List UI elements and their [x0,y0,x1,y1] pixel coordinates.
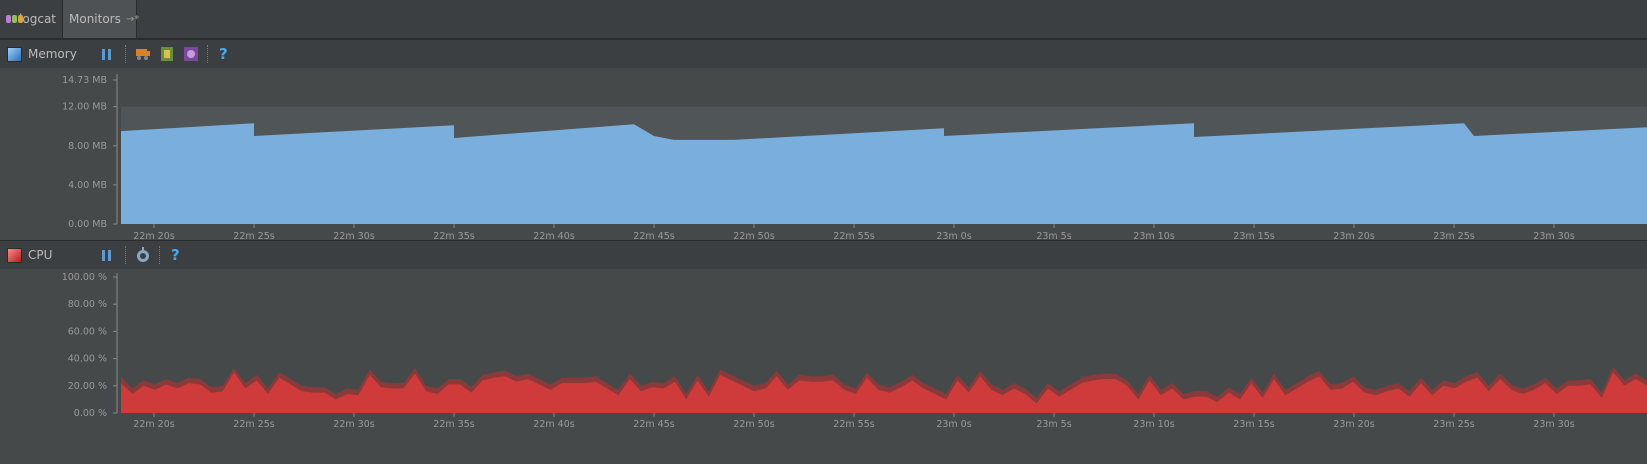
y-tick-label: 0.00 % [74,408,107,419]
x-tick-label: 23m 15s [1233,231,1274,240]
x-tick-label: 22m 25s [233,231,274,240]
toolbar-separator [125,246,127,264]
x-tick-label: 23m 20s [1333,419,1374,430]
memory-monitor-icon [7,46,22,62]
x-tick-label: 23m 20s [1333,231,1374,240]
x-tick-label: 22m 55s [833,419,874,430]
y-tick-label: 14.73 MB [62,75,107,86]
x-tick-label: 22m 35s [433,231,474,240]
x-tick-label: 22m 40s [533,419,574,430]
x-tick-label: 23m 0s [936,419,971,430]
dump-java-heap-icon[interactable] [159,46,175,62]
cpu-chart-svg: 100.00 % 80.00 % 60.00 % 40.00 % 20.00 % 0.00… [62,272,1647,430]
x-tick-label: 22m 20s [133,231,174,240]
x-tick-label: 22m 55s [833,231,874,240]
x-tick-label: 23m 30s [1533,231,1574,240]
tab-logcat[interactable]: logcat [0,0,62,38]
x-tick-label: 22m 45s [633,419,674,430]
tab-label: Monitors [69,12,121,26]
pause-icon[interactable] [102,48,111,60]
x-tick-label: 22m 30s [333,419,374,430]
help-icon[interactable]: ? [171,246,180,264]
x-tick-label: 22m 50s [733,231,774,240]
method-tracing-icon[interactable] [135,247,151,263]
x-tick-label: 23m 15s [1233,419,1274,430]
memory-used-area [121,123,1647,224]
x-tick-label: 23m 25s [1433,231,1474,240]
x-tick-label: 23m 30s [1533,419,1574,430]
android-icon [6,13,23,25]
x-tick-label: 22m 45s [633,231,674,240]
x-tick-label: 23m 5s [1036,419,1071,430]
memory-chart: 14.73 MB 12.00 MB 8.00 MB 4.00 MB 0.00 MB 22m… [0,68,1647,240]
x-tick-label: 23m 25s [1433,419,1474,430]
allocation-tracker-icon[interactable] [183,46,199,62]
tab-label: logcat [19,12,56,26]
cpu-monitor-header: CPU ? [0,240,1647,269]
memory-monitor-header: Memory ? [0,39,1647,68]
x-tick-label: 22m 30s [333,231,374,240]
memory-monitor-title: Memory [28,47,77,61]
y-tick-label: 8.00 MB [68,141,107,152]
cpu-chart: 100.00 % 80.00 % 60.00 % 40.00 % 20.00 % 0.00… [0,269,1647,464]
cpu-monitor-icon [7,247,22,263]
y-tick-label: 40.00 % [68,354,107,365]
y-tick-label: 20.00 % [68,381,107,392]
tab-monitors[interactable]: Monitors →* [62,0,140,38]
x-tick-label: 23m 10s [1133,231,1174,240]
x-tick-label: 22m 35s [433,419,474,430]
cpu-usage-area [121,372,1647,413]
initiate-gc-icon[interactable] [135,46,151,62]
y-tick-label: 4.00 MB [68,180,107,191]
x-tick-label: 23m 5s [1036,231,1071,240]
help-icon[interactable]: ? [219,45,228,63]
x-tick-label: 22m 50s [733,419,774,430]
y-tick-label: 0.00 MB [68,219,107,230]
x-tick-label: 23m 0s [936,231,971,240]
memory-chart-svg: 14.73 MB 12.00 MB 8.00 MB 4.00 MB 0.00 MB 22m… [62,74,1647,240]
y-tick-label: 100.00 % [62,272,107,283]
tool-window-tab-bar: logcat Monitors →* [0,0,1647,39]
pause-icon[interactable] [102,249,111,261]
x-tick-label: 22m 25s [233,419,274,430]
x-tick-label: 23m 10s [1133,419,1174,430]
toolbar-separator [207,45,209,63]
pin-icon[interactable]: →* [125,13,140,25]
cpu-monitor-title: CPU [28,248,53,262]
x-tick-label: 22m 40s [533,231,574,240]
toolbar-separator [159,246,161,264]
y-tick-label: 80.00 % [68,299,107,310]
y-tick-label: 12.00 MB [62,102,107,113]
toolbar-separator [125,45,127,63]
y-tick-label: 60.00 % [68,326,107,337]
x-tick-label: 22m 20s [133,419,174,430]
